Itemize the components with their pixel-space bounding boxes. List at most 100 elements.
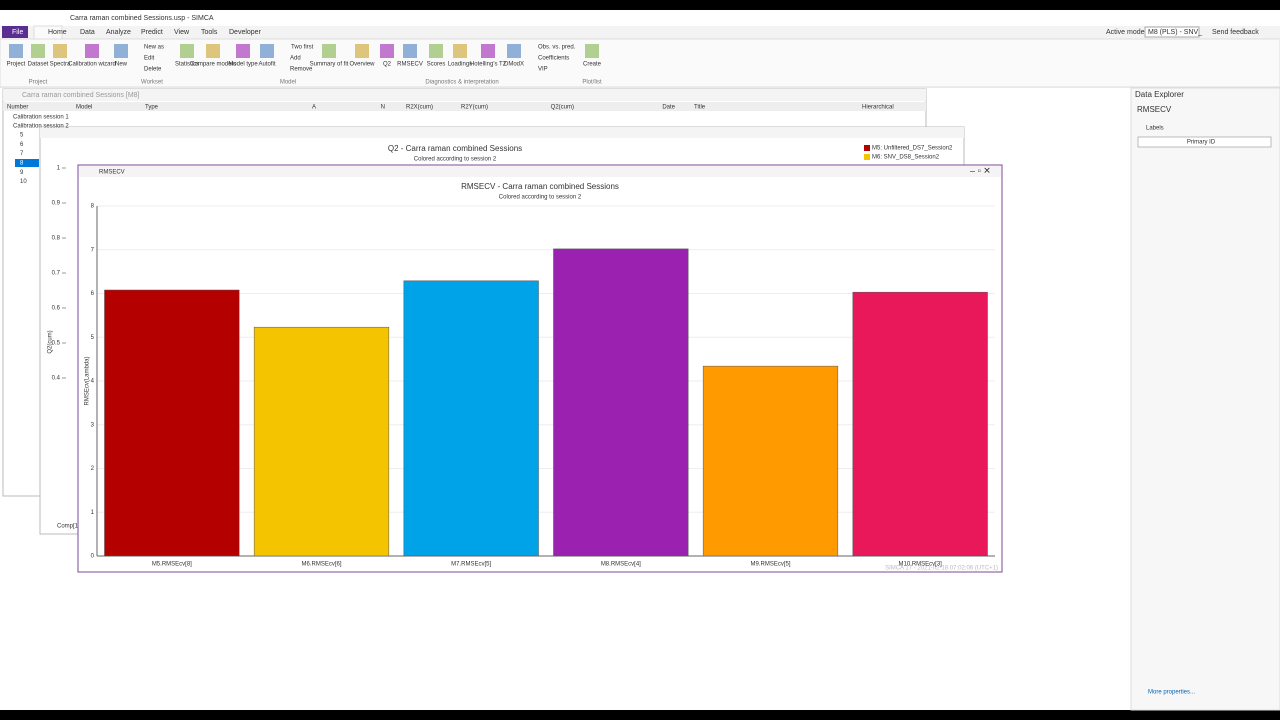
q2-y-tick-label: 1 xyxy=(57,166,61,172)
row-number[interactable]: 9 xyxy=(20,170,24,176)
ribbon-icon[interactable] xyxy=(260,44,274,58)
bar[interactable] xyxy=(553,248,689,557)
q2-y-tick-label: 0.9 xyxy=(52,201,61,207)
ribbon-tab[interactable]: Predict xyxy=(141,29,163,36)
ribbon-small-button[interactable]: Two first xyxy=(291,45,314,51)
q2-legend-swatch xyxy=(864,145,870,151)
ribbon-icon[interactable] xyxy=(31,44,45,58)
x-tick-label: M9.RMSEcv[5] xyxy=(750,562,790,568)
chart-title: RMSECV - Carra raman combined Sessions xyxy=(461,182,619,191)
ribbon-icon[interactable] xyxy=(85,44,99,58)
bar[interactable] xyxy=(403,280,539,557)
y-axis-label: RMSEcv(Lambda) xyxy=(85,356,91,405)
ribbon-icon[interactable] xyxy=(180,44,194,58)
ribbon-small-button[interactable]: New as xyxy=(144,45,164,51)
ribbon-button-label: Model type xyxy=(228,62,258,68)
row-group[interactable]: Calibration session 1 xyxy=(13,115,69,121)
ribbon-icon[interactable] xyxy=(453,44,467,58)
ribbon-button-label: Create xyxy=(583,62,602,68)
ribbon-icon[interactable] xyxy=(403,44,417,58)
rmsecv-window-title: RMSECV xyxy=(99,170,125,176)
active-model: M8 (PLS) - SNV_ xyxy=(1148,29,1202,36)
q2-legend-label: M6: SNV_DS8_Session2 xyxy=(872,155,940,161)
ribbon-small-button[interactable]: Add xyxy=(290,56,301,62)
ribbon-button-label: Overview xyxy=(349,62,375,68)
model-table-header xyxy=(3,102,926,111)
ribbon-icon[interactable] xyxy=(507,44,521,58)
column-header: Number xyxy=(7,105,28,111)
row-number[interactable]: 6 xyxy=(20,142,24,148)
row-number[interactable]: 5 xyxy=(20,133,24,139)
ribbon-button-label: Loadings xyxy=(448,62,472,68)
bar[interactable] xyxy=(253,326,390,557)
ribbon-button-label: Autofit xyxy=(258,62,275,68)
ribbon-tab[interactable]: View xyxy=(174,29,190,36)
model-window-title: Carra raman combined Sessions [M8] xyxy=(22,92,140,99)
ribbon-tab[interactable]: Data xyxy=(80,29,95,36)
ribbon-icon[interactable] xyxy=(355,44,369,58)
ribbon-button-label: Statistics xyxy=(175,62,199,68)
data-explorer-title: Data Explorer xyxy=(1135,90,1184,99)
ribbon-small-button[interactable]: Edit xyxy=(144,56,155,62)
ribbon-tab[interactable]: Analyze xyxy=(106,29,131,36)
ribbon-group-label: Plot/list xyxy=(582,80,602,86)
row-group[interactable]: Calibration session 2 xyxy=(13,124,69,130)
ribbon-icon[interactable] xyxy=(236,44,250,58)
data-explorer-item: RMSECV xyxy=(1137,105,1172,114)
labels-dropdown[interactable] xyxy=(1137,136,1272,148)
bar[interactable] xyxy=(702,365,839,557)
active-tab-bg xyxy=(33,25,63,40)
bar[interactable] xyxy=(104,289,240,557)
ribbon-icon[interactable] xyxy=(585,44,599,58)
q2-y-tick-label: 0.8 xyxy=(52,236,61,242)
ribbon-icon[interactable] xyxy=(53,44,67,58)
ribbon-tab[interactable]: File xyxy=(12,29,23,36)
active-model-label: Active model: xyxy=(1106,29,1148,36)
ribbon-icon[interactable] xyxy=(9,44,23,58)
column-header: R2X(cum) xyxy=(406,105,433,111)
ribbon-small-button[interactable]: Remove xyxy=(290,67,313,73)
ribbon-group-label: Workset xyxy=(141,80,163,86)
ribbon-icon[interactable] xyxy=(380,44,394,58)
ribbon-button-label: Calibration wizard xyxy=(68,62,116,68)
ribbon-tab[interactable]: Tools xyxy=(201,29,218,36)
ribbon-icon[interactable] xyxy=(114,44,128,58)
ribbon-small-button[interactable]: Delete xyxy=(144,67,162,73)
ribbon-button-label: Spectra xyxy=(50,62,71,68)
row-number[interactable]: 8 xyxy=(20,160,24,166)
column-header: Date xyxy=(662,105,675,111)
ribbon-tab[interactable]: Home xyxy=(48,29,67,36)
window-controls[interactable]: ‒ ▫ ✕ xyxy=(970,165,991,175)
bar[interactable] xyxy=(852,291,988,557)
row-number[interactable]: 10 xyxy=(20,179,27,185)
ribbon-small-button[interactable]: VIP xyxy=(538,67,548,73)
ribbon-button-label: Summary of fit xyxy=(310,62,349,68)
more-properties-link[interactable]: More properties... xyxy=(1148,690,1195,696)
ribbon-button-label: Project xyxy=(7,62,26,68)
ribbon-small-button[interactable]: Coefficients xyxy=(538,56,569,62)
active-model-select[interactable] xyxy=(1144,26,1200,38)
ribbon-small-button[interactable]: Obs. vs. pred. xyxy=(538,45,576,51)
q2-subtitle: Colored according to session 2 xyxy=(414,157,497,163)
column-header: A xyxy=(312,105,316,111)
ribbon-button-label: RMSECV xyxy=(397,62,423,68)
ribbon-icon[interactable] xyxy=(322,44,336,58)
selected-row xyxy=(15,159,39,167)
app-title: Carra raman combined Sessions.usp - SIMC… xyxy=(70,15,214,22)
x-tick-label: M6.RMSEcv[6] xyxy=(301,562,341,568)
ribbon-button-label: Compare models xyxy=(190,62,236,68)
row-number[interactable]: 7 xyxy=(20,151,24,157)
ribbon-tab[interactable]: Developer xyxy=(229,29,262,36)
y-tick-label: 7 xyxy=(91,247,95,253)
send-feedback[interactable]: Send feedback xyxy=(1212,29,1259,36)
ribbon-icon[interactable] xyxy=(206,44,220,58)
y-tick-label: 5 xyxy=(91,335,95,341)
ribbon-icon[interactable] xyxy=(429,44,443,58)
ribbon-icon[interactable] xyxy=(481,44,495,58)
x-tick-label: M5.RMSEcv[8] xyxy=(152,562,192,568)
column-header: Q2(cum) xyxy=(551,105,574,111)
chart-subtitle: Colored according to session 2 xyxy=(499,195,582,201)
ribbon-group-label: Model xyxy=(280,80,296,86)
y-tick-label: 2 xyxy=(91,466,95,472)
